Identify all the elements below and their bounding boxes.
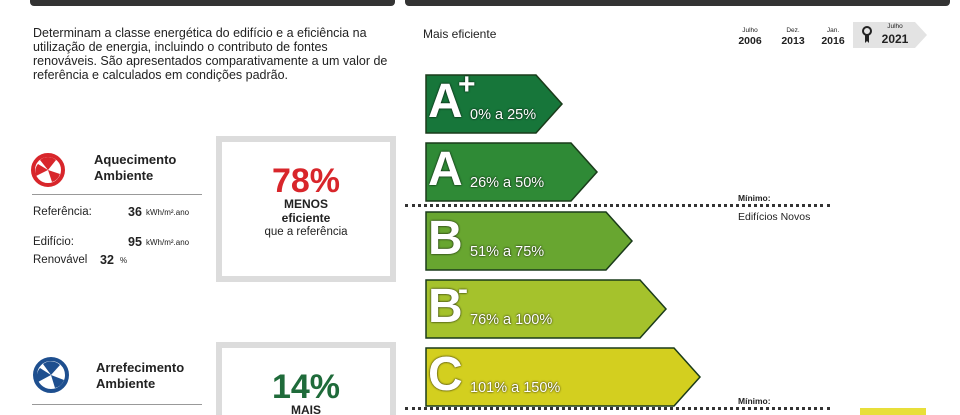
header-bar: [30, 0, 395, 6]
class-range: 76% a 100%: [470, 312, 553, 328]
row-unit: kWh/m².ano: [146, 238, 190, 247]
row-unit: kWh/m².ano: [146, 208, 190, 217]
title-line: Ambiente: [96, 376, 156, 391]
heating-result-box: 78% MENOS eficiente que a referência: [216, 136, 396, 282]
arrow-shape: [425, 142, 599, 202]
comparison-detail: que a referência: [264, 226, 348, 238]
row-label: Renovável: [33, 254, 88, 266]
percent: 14%: [271, 368, 341, 406]
class-range: 101% a 150%: [470, 380, 561, 396]
scale-label: Mais eficiente: [423, 27, 497, 41]
class-letter: B: [428, 212, 463, 265]
minimum-line: [405, 407, 830, 410]
heating-icon: [31, 153, 65, 187]
title-line: Arrefecimento: [96, 360, 185, 375]
minimum-line: [405, 204, 830, 207]
class-letter: B: [428, 280, 463, 333]
class-range: 0% a 25%: [470, 107, 537, 123]
comparison: MAIS: [291, 403, 321, 415]
row-value: 36: [128, 205, 142, 219]
title-line: Ambiente: [94, 168, 154, 183]
date-month: Jan.: [826, 27, 840, 34]
class-arrow: [425, 211, 634, 271]
row-value: 95: [128, 235, 142, 249]
minimum-detail: Edifícios Novos: [738, 211, 811, 223]
class-range: 51% a 75%: [470, 244, 545, 260]
date-year: 2013: [781, 35, 805, 47]
date-year: 2016: [821, 35, 845, 47]
divider: [32, 194, 202, 195]
arrow-shape: [425, 347, 702, 407]
minimum-label: Mínimo:: [738, 396, 771, 406]
class-arrow: [425, 74, 564, 134]
class-modifier: +: [458, 68, 476, 101]
class-arrow: [425, 347, 702, 407]
header-bar: [405, 0, 950, 6]
date-year: 2021: [881, 32, 909, 46]
date-month: Julho: [887, 23, 903, 30]
heating-title: Aquecimento Ambiente: [94, 152, 176, 184]
cooling-icon: [33, 357, 69, 393]
arrow-shape: [425, 74, 564, 134]
row-value: 32: [100, 253, 114, 267]
cooling-title: Arrefecimento Ambiente: [96, 360, 184, 392]
class-letter: A: [428, 75, 463, 128]
class-modifier: -: [458, 273, 468, 306]
date-tag: [853, 22, 927, 48]
class-range: 26% a 50%: [470, 175, 545, 191]
row-label: Edifício:: [33, 236, 74, 248]
comparison-detail: eficiente: [281, 211, 331, 225]
arrow-shape: [425, 211, 634, 271]
date-month: Julho: [742, 27, 758, 34]
comparison: MENOS: [283, 197, 328, 211]
class-letter: C: [428, 348, 463, 401]
divider: [32, 404, 202, 405]
row-label: Referência:: [33, 206, 92, 218]
title-line: Aquecimento: [94, 152, 177, 167]
class-letter: A: [428, 143, 463, 196]
date-month: Dez.: [786, 27, 800, 34]
arrow-shape: [425, 279, 668, 339]
date-year: 2006: [738, 35, 762, 47]
row-unit: %: [120, 256, 128, 265]
minimum-label: Mínimo:: [738, 193, 771, 203]
class-marker: [860, 408, 926, 415]
percent: 78%: [271, 162, 341, 200]
class-arrow: [425, 279, 668, 339]
intro-text: Determinam a classe energética do edifíc…: [33, 26, 388, 82]
class-arrow: [425, 142, 599, 202]
cooling-result-box: 14% MAIS: [216, 342, 396, 415]
